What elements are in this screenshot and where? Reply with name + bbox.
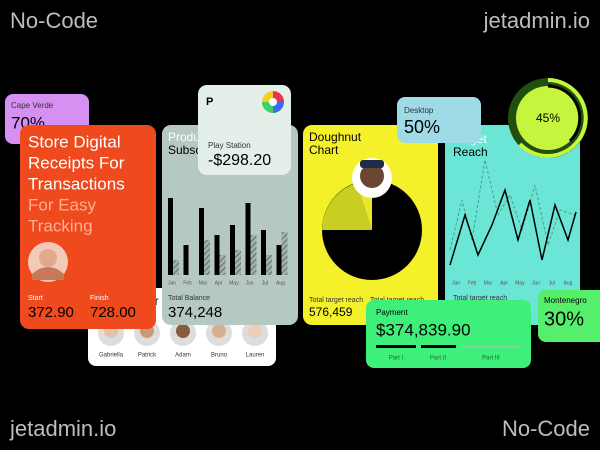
person-name: Bruno [211, 353, 228, 359]
receipts-card: Start 372.90 Finish 728.00 Store Digital… [20, 125, 156, 329]
card-value: -$298.20 [208, 152, 271, 169]
card-value: 50% [404, 117, 440, 137]
card-label: Montenegro [544, 296, 587, 305]
start-label: Start [28, 295, 43, 302]
part-label: Part I [389, 356, 404, 362]
hatched-bar [281, 232, 288, 275]
month-label: Aug [276, 280, 285, 286]
brand-text: jetadmin.io [9, 416, 116, 441]
hatched-bar [173, 260, 179, 275]
finish-label: Finish [90, 295, 109, 302]
month-label: Jan [168, 280, 176, 286]
bar [245, 203, 251, 275]
finish-value: 728.00 [90, 304, 136, 321]
doughnut-card: Doughnut Chart Total target reach 576,45… [303, 125, 438, 325]
month-label: Feb [468, 280, 477, 286]
payment-card: Payment $374,839.90 Part I Part II Part II… [366, 300, 531, 368]
brand-text: No-Code [10, 8, 98, 33]
card-subtitle: For Easy [28, 195, 97, 214]
card-title: Chart [309, 143, 339, 157]
hatched-bar [219, 255, 226, 275]
card-value: $374,839.90 [376, 320, 471, 339]
brand-text: No-Code [502, 416, 590, 441]
month-label: Jun [532, 280, 540, 286]
hatched-bar [250, 235, 257, 275]
brand-text: jetadmin.io [483, 8, 590, 33]
avatar-face [212, 324, 226, 338]
person-name: Adam [175, 353, 191, 359]
part-label: Part III [482, 356, 500, 362]
month-label: Jul [549, 280, 555, 286]
card-title: Reach [453, 145, 488, 159]
month-label: Mar [199, 280, 208, 286]
person-name: Patrick [138, 353, 157, 359]
total-label: Total target reach [309, 297, 363, 304]
month-label: Mar [484, 280, 493, 286]
person-name: Lauren [246, 353, 265, 359]
month-label: Aug [564, 280, 573, 286]
hatched-bar [235, 250, 241, 275]
bar [214, 235, 220, 275]
card-value: 30% [544, 308, 584, 330]
card-label: Play Station [208, 141, 251, 150]
month-label: Jun [245, 280, 253, 286]
progress-ring: 45% [508, 78, 588, 158]
bar [276, 245, 282, 275]
card-label: Payment [376, 308, 408, 317]
hatched-bar [204, 240, 210, 275]
part-label: Part II [430, 356, 446, 362]
person-name: Gabriella [99, 353, 124, 359]
bar [199, 208, 204, 275]
month-label: Feb [183, 280, 192, 286]
month-label: Jan [452, 280, 460, 286]
month-label: May [229, 280, 239, 286]
playstation-card: P Play Station -$298.20 [198, 85, 291, 175]
bar [183, 245, 189, 275]
ps-icon: P [206, 96, 213, 108]
bar [168, 198, 173, 275]
card-title: Store Digital [28, 132, 121, 151]
card-label: Desktop [404, 106, 434, 115]
bar [261, 230, 266, 275]
card-title: Produ [168, 130, 200, 144]
card-label: Cape Verde [11, 101, 54, 110]
avatar-face [248, 324, 262, 338]
start-value: 372.90 [28, 304, 74, 321]
desktop-card: Desktop 50% [397, 97, 481, 143]
month-label: Apr [215, 280, 223, 286]
reach-card: get Reach Total target reach 12 JanFebMa… [445, 125, 580, 325]
avatar-face [176, 324, 190, 338]
bar [230, 225, 235, 275]
total-label: Total target reach [453, 295, 507, 302]
month-label: Apr [500, 280, 508, 286]
month-label: Jul [262, 280, 268, 286]
month-label: May [515, 280, 525, 286]
montenegro-card: Montenegro 30% [538, 290, 600, 342]
total-label: Total Balance [168, 295, 210, 302]
total-value: 576,459 [309, 305, 353, 319]
card-title: Subsc [168, 143, 201, 157]
hatched-bar [266, 255, 272, 275]
card-title: Receipts For [28, 153, 125, 172]
ring-value: 45% [536, 111, 560, 125]
total-value: 374,248 [168, 304, 222, 321]
card-subtitle: Tracking [28, 216, 93, 235]
card-title: Doughnut [309, 130, 362, 144]
card-title: Transactions [28, 174, 125, 193]
